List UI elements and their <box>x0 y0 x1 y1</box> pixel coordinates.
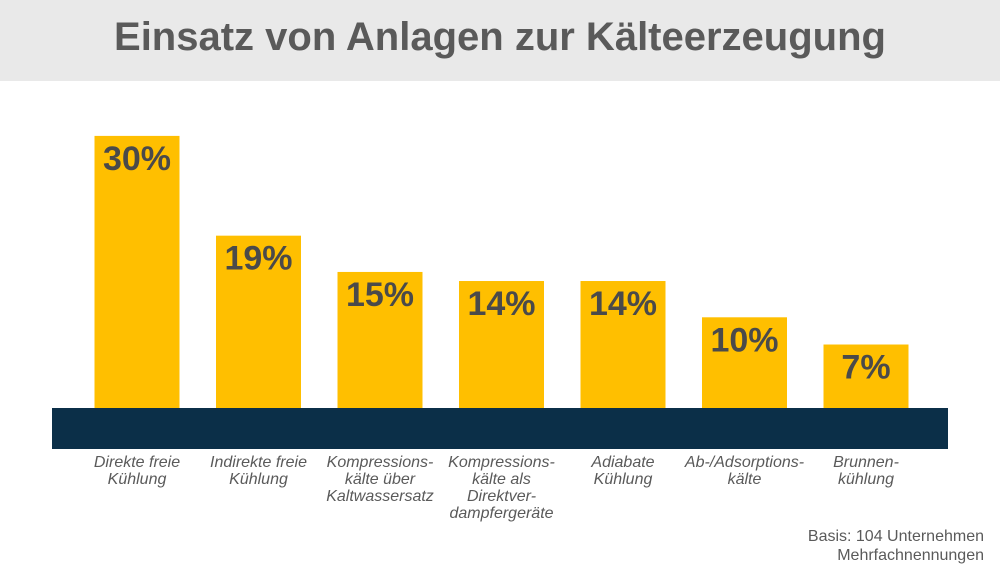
value-label-3: 14% <box>467 285 535 323</box>
value-label-5: 10% <box>710 321 778 359</box>
footer-note: Basis: 104 Unternehmen Mehrfachnennungen <box>808 527 984 565</box>
category-label-2: Kompressions-kälte über Kaltwassersatz <box>326 454 434 505</box>
bar-5 <box>702 317 787 408</box>
chart-title: Einsatz von Anlagen zur Kälteerzeugung <box>114 15 886 59</box>
mehrfachnennungen-text: Mehrfachnennungen <box>837 547 984 564</box>
category-label-5: Ab-/Adsorptions-kälte <box>684 454 804 488</box>
bar-0 <box>94 135 180 408</box>
bar-3 <box>459 281 544 408</box>
value-label-0: 30% <box>103 140 171 178</box>
baseline-band <box>52 408 948 449</box>
category-label-1: Indirekte freie Kühlung <box>210 454 307 488</box>
value-label-6: 7% <box>841 349 890 387</box>
bar-2 <box>337 271 423 408</box>
value-label-2: 15% <box>346 276 414 314</box>
title-bar: Einsatz von Anlagen zur Kälteerzeugung <box>0 0 1000 81</box>
category-label-3: Kompressions-kälte als Direktver-dampferg… <box>448 454 555 522</box>
category-label-6: Brunnen-kühlung <box>833 454 899 488</box>
category-label-0: Direkte freie Kühlung <box>94 454 180 488</box>
value-label-1: 19% <box>224 240 292 278</box>
bar-1 <box>216 235 301 408</box>
bar-6 <box>823 344 909 408</box>
category-label-4: Adiabate Kühlung <box>590 454 654 488</box>
bar-4 <box>580 281 666 408</box>
basis-text: Basis: 104 Unternehmen <box>807 528 984 545</box>
value-label-4: 14% <box>589 285 657 323</box>
